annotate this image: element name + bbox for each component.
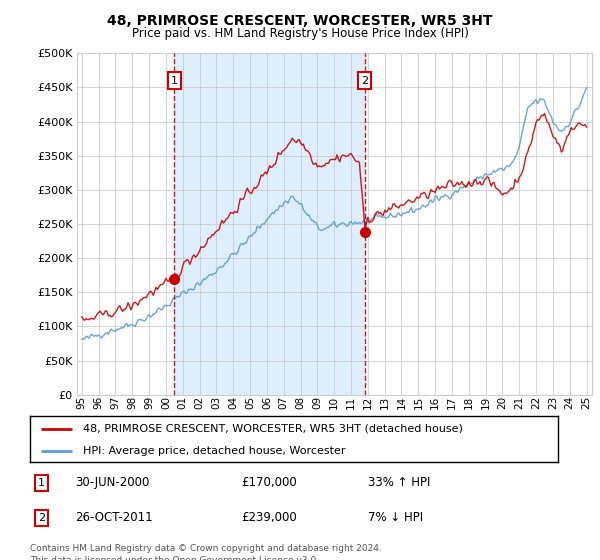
Text: HPI: Average price, detached house, Worcester: HPI: Average price, detached house, Worc… xyxy=(83,446,346,455)
Text: 33% ↑ HPI: 33% ↑ HPI xyxy=(368,476,430,489)
Bar xyxy=(175,53,365,395)
Text: 30-JUN-2000: 30-JUN-2000 xyxy=(75,476,149,489)
Text: 26-OCT-2011: 26-OCT-2011 xyxy=(75,511,152,524)
Text: £239,000: £239,000 xyxy=(241,511,297,524)
Text: 1: 1 xyxy=(171,76,178,86)
Text: 2: 2 xyxy=(38,513,45,522)
Text: £170,000: £170,000 xyxy=(241,476,297,489)
Text: 2: 2 xyxy=(361,76,368,86)
Text: 48, PRIMROSE CRESCENT, WORCESTER, WR5 3HT (detached house): 48, PRIMROSE CRESCENT, WORCESTER, WR5 3H… xyxy=(83,424,463,434)
Text: Price paid vs. HM Land Registry's House Price Index (HPI): Price paid vs. HM Land Registry's House … xyxy=(131,27,469,40)
Text: 48, PRIMROSE CRESCENT, WORCESTER, WR5 3HT: 48, PRIMROSE CRESCENT, WORCESTER, WR5 3H… xyxy=(107,14,493,28)
Text: 7% ↓ HPI: 7% ↓ HPI xyxy=(368,511,423,524)
Text: 1: 1 xyxy=(38,478,45,488)
Text: Contains HM Land Registry data © Crown copyright and database right 2024.
This d: Contains HM Land Registry data © Crown c… xyxy=(30,544,382,560)
